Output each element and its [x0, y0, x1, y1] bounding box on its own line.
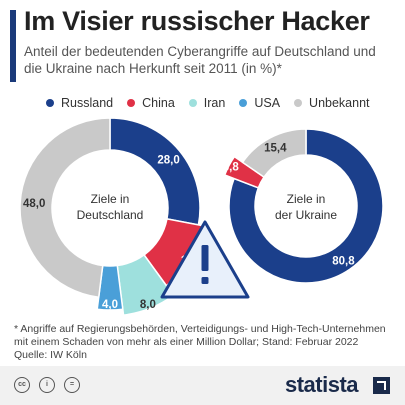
slice-label-unbekannt: 15,4: [264, 143, 287, 155]
legend-swatch: [188, 99, 197, 107]
page-title: Im Visier russischer Hacker: [24, 6, 370, 36]
legend-item-china: China: [127, 96, 175, 110]
slice-label-usa: 4,0: [102, 299, 118, 311]
legend-item-iran: Iran: [188, 96, 226, 110]
footer: cc i = statista: [0, 366, 405, 405]
donut-center-title: Ziele in: [91, 192, 130, 206]
legend-item-unbekannt: Unbekannt: [294, 96, 370, 110]
footnote: * Angriffe auf Regierungsbehörden, Verte…: [14, 323, 386, 348]
legend-item-russland: Russland: [46, 96, 113, 110]
slice-label-russland: 28,0: [157, 155, 179, 167]
legend-item-usa: USA: [239, 96, 280, 110]
donut-slice-unbekannt: [241, 128, 307, 179]
legend-label: USA: [254, 96, 281, 110]
donut-center-title: Deutschland: [77, 208, 144, 222]
donut-slice-russland: [228, 128, 384, 284]
cc-icon[interactable]: cc: [14, 377, 30, 393]
legend-label: China: [142, 96, 175, 110]
title-accent-bar: [10, 10, 16, 82]
legend-swatch: [127, 99, 136, 107]
slice-label-russland: 80,8: [332, 255, 355, 267]
donut-center-title: der Ukraine: [275, 208, 337, 222]
slice-label-china: 3,8: [223, 161, 240, 173]
legend-swatch: [46, 99, 54, 107]
legend: Russland China Iran USA Unbekannt: [46, 96, 401, 110]
slice-label-iran: 8,0: [140, 299, 156, 311]
donut-center-title: Ziele in: [287, 192, 326, 206]
legend-swatch: [239, 99, 248, 107]
legend-label: Unbekannt: [309, 96, 370, 110]
statista-logo-icon: [373, 377, 390, 394]
legend-label: Iran: [203, 96, 226, 110]
donut-slice-unbekannt: [19, 117, 111, 299]
attribution-icon[interactable]: i: [39, 377, 55, 393]
page-subtitle: Anteil der bedeutenden Cyberangriffe auf…: [24, 44, 376, 76]
equals-icon[interactable]: =: [64, 377, 80, 393]
warning-triangle-icon: [160, 220, 250, 299]
statista-logo[interactable]: statista: [285, 372, 359, 397]
source: Quelle: IW Köln: [14, 349, 87, 361]
donut-slice-iran: [116, 253, 175, 316]
legend-swatch: [294, 99, 303, 107]
donut-chart-ukraine: 80,8 3,8 15,4 Ziele in der Ukraine: [223, 128, 384, 284]
legend-label: Russland: [61, 96, 114, 110]
slice-label-unbekannt: 48,0: [23, 198, 45, 210]
